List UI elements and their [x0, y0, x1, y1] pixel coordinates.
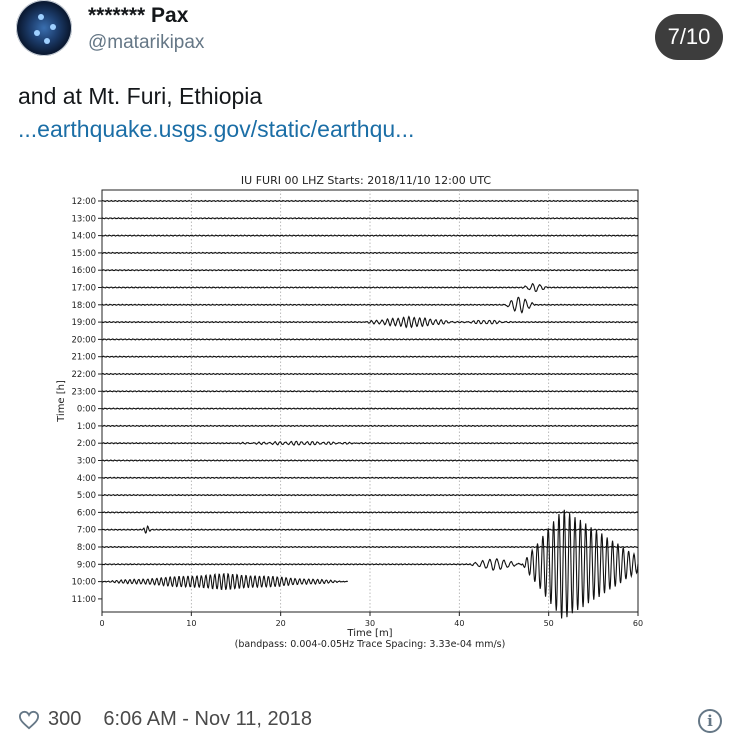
x-tick-label: 50: [544, 619, 554, 628]
y-tick-label: 12:00: [72, 197, 97, 207]
display-name[interactable]: ******* Pax: [88, 4, 189, 27]
x-tick-label: 10: [186, 619, 196, 628]
y-tick-label: 15:00: [72, 249, 97, 259]
trace-16-00: [101, 269, 639, 272]
trace-19-00: [101, 315, 639, 329]
y-tick-label: 8:00: [77, 543, 96, 553]
trace-20-00: [101, 338, 639, 341]
x-tick-label: 60: [633, 619, 643, 628]
x-tick-label: 30: [365, 619, 375, 628]
trace-2-00: [101, 440, 639, 446]
x-tick-label: 40: [454, 619, 464, 628]
avatar-dot: [34, 30, 40, 36]
trace-6-00: [101, 511, 639, 514]
y-tick-label: 2:00: [77, 439, 96, 449]
trace-18-00: [101, 296, 639, 314]
trace-23-00: [101, 390, 639, 393]
grid-lines: [190, 190, 550, 612]
x-tick-label: 20: [276, 619, 286, 628]
y-tick-label: 6:00: [77, 508, 96, 518]
y-tick-label: 3:00: [77, 457, 96, 467]
trace-9-00: [101, 509, 639, 619]
trace-14-00: [101, 234, 639, 237]
trace-3-00: [101, 459, 639, 462]
y-axis-label: Time [h]: [56, 380, 67, 423]
x-axis-note: (bandpass: 0.004-0.05Hz Trace Spacing: 3…: [235, 639, 506, 650]
trace-17-00: [101, 282, 639, 293]
chart-title: IU FURI 00 LHZ Starts: 2018/11/10 12:00 …: [241, 174, 492, 187]
avatar-dot: [38, 14, 44, 20]
trace-13-00: [101, 217, 639, 220]
y-tick-label: 13:00: [72, 214, 97, 224]
y-tick-label: 1:00: [77, 422, 96, 432]
y-tick-label: 10:00: [72, 578, 97, 588]
y-tick-label: 7:00: [77, 526, 96, 536]
x-tick-labels: 0 10 20 30 40 50 60: [99, 612, 643, 628]
trace-4-00: [101, 476, 639, 479]
avatar-dot: [44, 38, 50, 44]
x-axis-label: Time [m]: [346, 628, 392, 639]
tweet-text: and at Mt. Furi, Ethiopia: [18, 83, 263, 109]
x-tick-label: 0: [99, 619, 104, 628]
y-tick-label: 22:00: [72, 370, 97, 380]
avatar-dot: [50, 24, 56, 30]
trace-22-00: [101, 372, 639, 376]
info-icon[interactable]: i: [698, 709, 722, 733]
y-tick-label: 5:00: [77, 491, 96, 501]
y-tick-label: 18:00: [72, 301, 97, 311]
seismogram-chart[interactable]: IU FURI 00 LHZ Starts: 2018/11/10 12:00 …: [48, 170, 668, 650]
trace-12-00: [101, 199, 639, 203]
tweet-footer: 300 6:06 AM - Nov 11, 2018: [18, 708, 312, 731]
user-handle[interactable]: @matarikipax: [88, 32, 205, 53]
y-tick-label: 17:00: [72, 284, 97, 294]
timestamp[interactable]: 6:06 AM - Nov 11, 2018: [103, 708, 313, 730]
thread-counter-badge: 7/10: [655, 14, 723, 60]
avatar[interactable]: [16, 0, 72, 56]
y-tick-label: 4:00: [77, 474, 96, 484]
trace-5-00: [101, 493, 639, 497]
y-tick-label: 20:00: [72, 335, 97, 345]
trace-1-00: [101, 424, 639, 428]
tweet-link[interactable]: ...earthquake.usgs.gov/static/earthqu...: [18, 116, 415, 142]
y-tick-label: 9:00: [77, 560, 96, 570]
y-tick-label: 0:00: [77, 405, 96, 415]
trace-10-00: [101, 572, 349, 591]
trace-0-00: [101, 407, 639, 410]
y-tick-label: 14:00: [72, 232, 97, 242]
trace-21-00: [101, 355, 639, 358]
y-tick-label: 11:00: [72, 595, 97, 605]
y-tick-label: 19:00: [72, 318, 97, 328]
traces: [101, 199, 639, 619]
trace-15-00: [101, 251, 639, 255]
y-tick-label: 21:00: [72, 353, 97, 363]
heart-icon[interactable]: [18, 710, 40, 730]
y-tick-labels: 12:00 13:00 14:00 15:00 16:00 17:00 18:00 19:00…: [72, 197, 102, 605]
y-tick-label: 16:00: [72, 266, 97, 276]
like-count[interactable]: 300: [48, 708, 82, 730]
y-tick-label: 23:00: [72, 387, 97, 397]
